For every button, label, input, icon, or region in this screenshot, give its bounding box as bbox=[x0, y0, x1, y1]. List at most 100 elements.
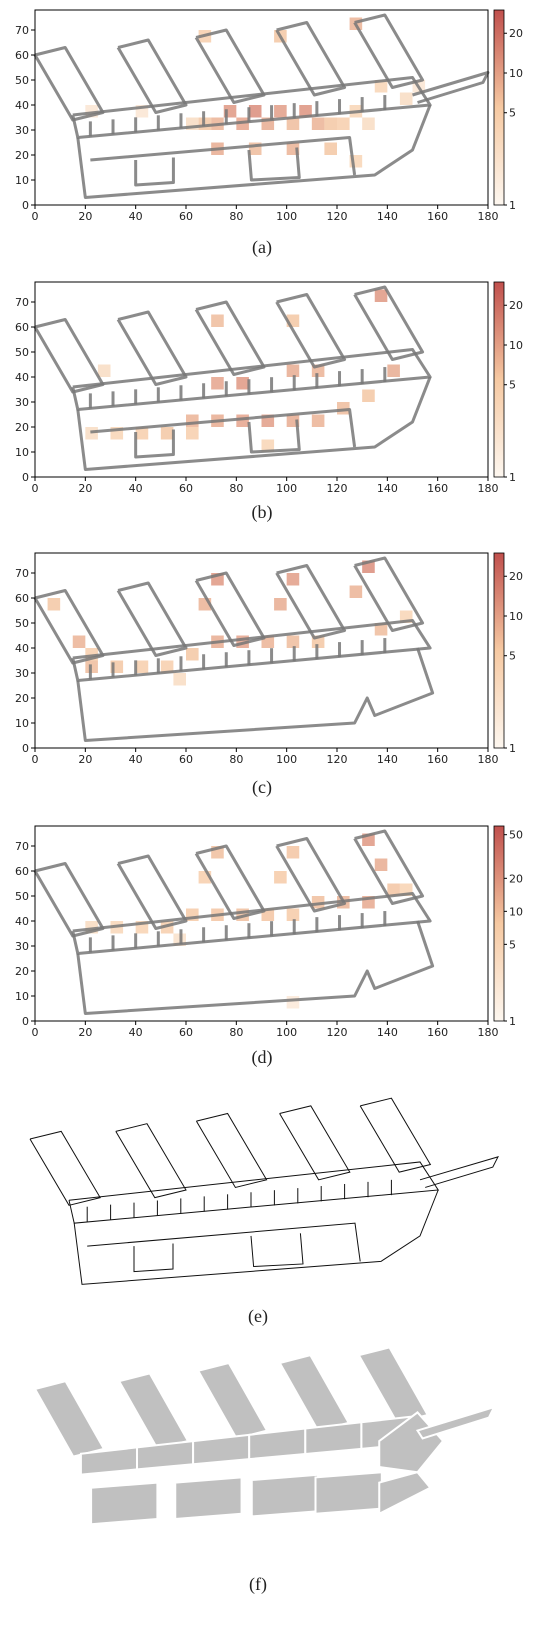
plan-wall bbox=[279, 1105, 351, 1181]
y-tick-label: 60 bbox=[15, 592, 29, 605]
heat-cell bbox=[236, 377, 249, 390]
y-tick-label: 70 bbox=[15, 296, 29, 309]
plan-wall bbox=[134, 157, 175, 187]
colorbar-tick-label: 20 bbox=[509, 570, 523, 583]
plan-wall bbox=[275, 293, 347, 369]
colorbar-tick-label: 10 bbox=[509, 67, 523, 80]
plan-wall bbox=[115, 1123, 187, 1199]
x-tick-label: 140 bbox=[377, 753, 398, 766]
plan-wall bbox=[87, 1222, 361, 1262]
x-tick-label: 40 bbox=[129, 753, 143, 766]
y-tick-label: 20 bbox=[15, 965, 29, 978]
heat-cell bbox=[286, 908, 300, 921]
y-tick-label: 10 bbox=[15, 717, 29, 730]
heat-cell bbox=[337, 117, 350, 130]
x-tick-label: 0 bbox=[32, 210, 39, 223]
heat-cell bbox=[286, 573, 300, 586]
room-wing bbox=[117, 1372, 190, 1450]
plan-wall bbox=[116, 310, 188, 386]
x-tick-label: 80 bbox=[229, 482, 243, 495]
x-tick-label: 100 bbox=[276, 753, 297, 766]
plan-wall bbox=[76, 920, 435, 1015]
y-tick-label: 30 bbox=[15, 667, 29, 680]
plan-wall bbox=[247, 147, 301, 182]
plan-wall bbox=[353, 285, 425, 361]
heat-cell bbox=[286, 846, 300, 859]
y-tick-label: 50 bbox=[15, 890, 29, 903]
colorbar-tick-label: 10 bbox=[509, 610, 523, 623]
x-tick-label: 120 bbox=[327, 1026, 348, 1039]
y-tick-label: 60 bbox=[15, 865, 29, 878]
heat-cell bbox=[72, 635, 86, 648]
plan-wall bbox=[71, 619, 432, 682]
heat-cell bbox=[186, 648, 199, 661]
heat-cell bbox=[160, 660, 174, 673]
colorbar bbox=[493, 9, 505, 206]
colorbar-tick-label: 1 bbox=[509, 471, 516, 484]
y-tick-label: 70 bbox=[15, 24, 29, 37]
heat-cell bbox=[248, 105, 262, 118]
heat-cell bbox=[387, 364, 400, 377]
y-tick-label: 70 bbox=[15, 567, 29, 580]
plot-frame bbox=[34, 281, 489, 478]
colorbar bbox=[493, 281, 505, 478]
y-tick-label: 40 bbox=[15, 371, 29, 384]
plan-wall bbox=[71, 348, 432, 411]
heat-cell bbox=[186, 414, 199, 427]
plot-frame bbox=[34, 552, 489, 749]
heat-cell bbox=[274, 598, 287, 611]
plan-wall bbox=[419, 1156, 499, 1188]
colorbar bbox=[493, 825, 505, 1022]
plan-wall bbox=[133, 1243, 174, 1273]
plan-wall bbox=[195, 1112, 268, 1189]
heat-cell bbox=[135, 427, 149, 440]
plan-wall bbox=[247, 419, 301, 454]
heat-cell bbox=[274, 105, 287, 118]
y-tick-label: 20 bbox=[15, 692, 29, 705]
plan-wall bbox=[359, 1097, 432, 1173]
x-tick-label: 60 bbox=[179, 753, 193, 766]
plan-wall bbox=[353, 829, 425, 905]
x-tick-label: 100 bbox=[276, 210, 297, 223]
room-wing bbox=[33, 1380, 106, 1458]
x-tick-label: 80 bbox=[229, 753, 243, 766]
room-wing bbox=[357, 1346, 430, 1424]
heat-cell bbox=[349, 585, 363, 598]
colorbar-tick-label: 10 bbox=[509, 905, 523, 918]
room-lower bbox=[90, 1481, 159, 1526]
y-tick-label: 40 bbox=[15, 642, 29, 655]
x-tick-label: 20 bbox=[78, 482, 92, 495]
plan-wall bbox=[90, 136, 357, 176]
heat-cell bbox=[311, 414, 325, 427]
colorbar bbox=[493, 552, 505, 749]
room-corridor bbox=[192, 1433, 251, 1466]
colorbar-tick-label: 10 bbox=[509, 339, 523, 352]
heat-cell bbox=[374, 858, 388, 871]
caption: (b) bbox=[252, 502, 273, 523]
plan-wall bbox=[412, 71, 490, 104]
x-tick-label: 20 bbox=[78, 210, 92, 223]
heat-cell bbox=[324, 142, 337, 155]
x-tick-label: 60 bbox=[179, 482, 193, 495]
caption: (c) bbox=[252, 777, 272, 798]
colorbar-tick-label: 5 bbox=[509, 938, 516, 951]
y-tick-label: 30 bbox=[15, 124, 29, 137]
plan-wall bbox=[134, 429, 175, 459]
x-tick-label: 160 bbox=[427, 210, 448, 223]
room-lower bbox=[378, 1471, 432, 1516]
y-tick-label: 20 bbox=[15, 421, 29, 434]
heat-cell bbox=[286, 635, 300, 648]
plan-wall bbox=[275, 837, 347, 913]
x-tick-label: 60 bbox=[179, 1026, 193, 1039]
y-tick-label: 50 bbox=[15, 74, 29, 87]
plan-wall bbox=[29, 1130, 101, 1206]
heat-cell bbox=[186, 427, 199, 440]
y-tick-label: 60 bbox=[15, 49, 29, 62]
y-tick-label: 0 bbox=[22, 742, 29, 755]
x-tick-label: 180 bbox=[478, 753, 499, 766]
x-tick-label: 140 bbox=[377, 482, 398, 495]
y-tick-label: 40 bbox=[15, 99, 29, 112]
x-tick-label: 120 bbox=[327, 210, 348, 223]
heat-cell bbox=[160, 427, 174, 440]
heat-cell bbox=[374, 289, 388, 302]
